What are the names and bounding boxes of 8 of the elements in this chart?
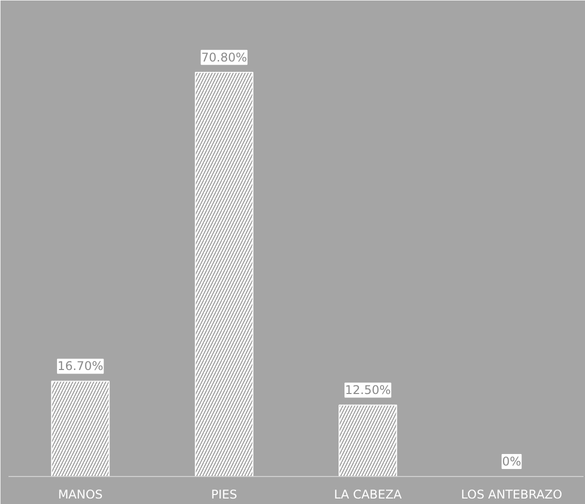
x-tick-label: PIES [211, 488, 238, 502]
data-label: 16.70% [57, 359, 104, 374]
x-tick-label: LA CABEZA [334, 488, 403, 502]
x-tick-label: LOS ANTEBRAZO [461, 488, 562, 502]
data-label: 70.80% [201, 50, 248, 64]
x-tick-label: MANOS [58, 488, 103, 502]
data-label: 12.50% [344, 383, 391, 398]
data-label: 0% [502, 454, 522, 468]
